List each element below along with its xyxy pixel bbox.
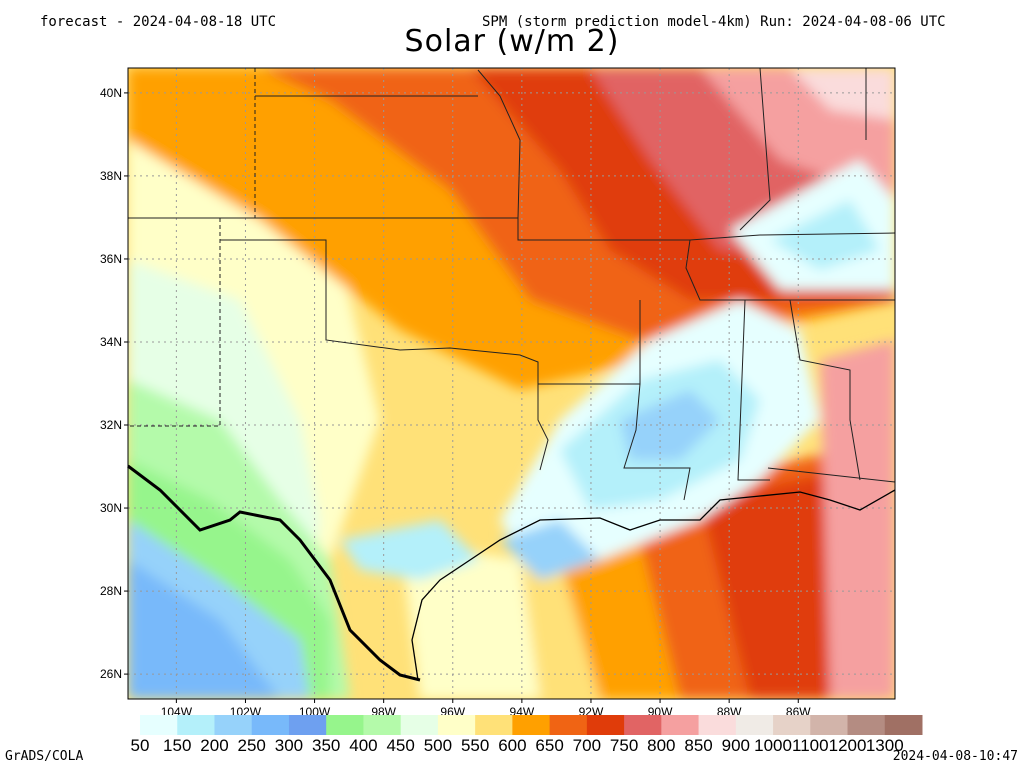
state-boundaries xyxy=(128,67,896,501)
map-title: Solar (w/m 2) xyxy=(404,24,620,59)
colorbar-label: 750 xyxy=(610,736,638,755)
colorbar-label: 1200 xyxy=(829,736,867,755)
lat-label: 30N xyxy=(100,501,122,515)
colorbar-swatch xyxy=(698,715,737,735)
colorbar-label: 400 xyxy=(349,736,377,755)
colorbar-label: 900 xyxy=(722,736,750,755)
forecast-time-label: forecast - 2024-04-08-18 UTC xyxy=(40,14,277,30)
colorbar-swatch xyxy=(773,715,811,735)
colorbar-swatch xyxy=(251,715,290,735)
lat-label: 40N xyxy=(100,86,122,100)
colorbar-swatch xyxy=(735,715,774,735)
colorbar-swatch xyxy=(140,715,178,735)
colorbar-swatch xyxy=(288,715,327,735)
colorbar-label: 50 xyxy=(131,736,150,755)
colorbar-label: 500 xyxy=(424,736,452,755)
coastline xyxy=(411,489,896,681)
colorbar-label: 1100 xyxy=(792,736,829,755)
colorbar-label: 550 xyxy=(461,736,489,755)
colorbar-swatch xyxy=(661,715,700,735)
colorbar-swatch xyxy=(847,715,886,735)
colorbar-label: 800 xyxy=(647,736,675,755)
colorbar-label: 600 xyxy=(498,736,526,755)
colorbar-label: 650 xyxy=(535,736,563,755)
colorbar-swatch xyxy=(624,715,662,735)
colorbar-swatch xyxy=(810,715,849,735)
colorbar-swatch xyxy=(512,715,551,735)
colorbar-labels: 50 150 200 250 300 350 400 450 500 550 600 650 700 75… xyxy=(131,736,904,755)
lat-label: 26N xyxy=(100,667,122,681)
model-run-label: SPM (storm prediction model-4km) Run: 20… xyxy=(482,14,946,30)
lat-label: 34N xyxy=(100,335,122,349)
colorbar-swatch xyxy=(214,715,253,735)
colorbar-swatch xyxy=(549,715,588,735)
lat-label: 36N xyxy=(100,252,122,266)
colorbar-label: 150 xyxy=(163,736,191,755)
colorbar-swatch xyxy=(177,715,215,735)
latitude-axis: 40N 38N 36N 34N 32N 30N 28N 26N xyxy=(100,86,128,681)
international-border xyxy=(127,464,421,682)
colorbar-swatch xyxy=(400,715,439,735)
colorbar-label: 1000 xyxy=(754,736,792,755)
colorbar xyxy=(140,715,923,735)
lat-label: 32N xyxy=(100,418,122,432)
timestamp-label: 2024-04-08-10:47 xyxy=(892,749,1018,764)
shaded-field xyxy=(128,68,895,699)
colorbar-swatch xyxy=(884,715,923,735)
colorbar-swatch xyxy=(437,715,476,735)
colorbar-swatch xyxy=(475,715,513,735)
plot-frame xyxy=(127,67,896,700)
graticule xyxy=(128,68,895,699)
colorbar-label: 300 xyxy=(275,736,303,755)
colorbar-swatch xyxy=(586,715,625,735)
credit-label: GrADS/COLA xyxy=(5,749,84,764)
colorbar-label: 450 xyxy=(386,736,414,755)
lat-label: 28N xyxy=(100,584,122,598)
colorbar-label: 700 xyxy=(573,736,601,755)
colorbar-label: 200 xyxy=(200,736,228,755)
colorbar-swatch xyxy=(326,715,364,735)
colorbar-swatch xyxy=(363,715,402,735)
colorbar-label: 250 xyxy=(238,736,266,755)
colorbar-label: 850 xyxy=(684,736,712,755)
lat-label: 38N xyxy=(100,169,122,183)
colorbar-label: 1300 xyxy=(866,736,904,755)
colorbar-label: 350 xyxy=(312,736,340,755)
